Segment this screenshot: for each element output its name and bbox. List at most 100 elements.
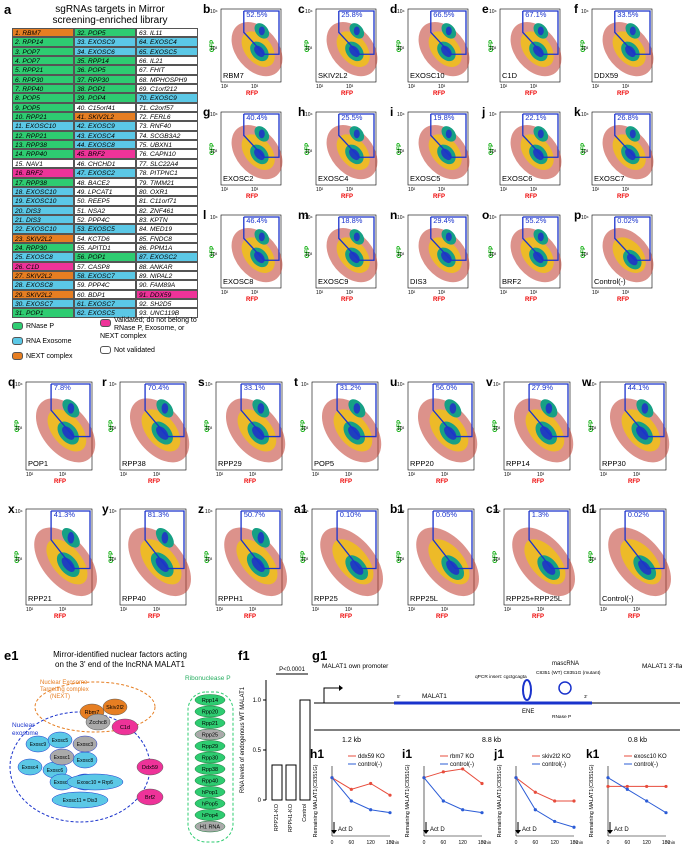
panel-letter-d: d <box>390 2 398 16</box>
gate-percent: 33.1% <box>243 383 265 392</box>
tick: 10³ <box>438 187 446 193</box>
svg-text:MALAT1: MALAT1 <box>422 693 447 700</box>
table-cell: 9. POP5 <box>12 102 74 113</box>
table-cell: 86. PPM1A <box>136 242 198 253</box>
tick: 10⁴ <box>305 215 313 221</box>
tick: 10³ <box>251 84 259 90</box>
gate-percent: 18.8% <box>341 216 363 225</box>
legend-text: Validated; do not belong to RNase P, Exo… <box>100 317 197 340</box>
tick: 10⁴ <box>589 382 597 388</box>
tick: 10⁴ <box>489 9 497 15</box>
tick: 10³ <box>153 607 161 613</box>
svg-text:min: min <box>576 840 584 845</box>
legend-text: RNA Exosome <box>26 337 72 345</box>
gate-percent: 56.0% <box>435 383 457 392</box>
panel-letter-m: m <box>298 208 309 222</box>
flow-panel-v: v 27.9% RPP14 GFP RFP 10⁴ 10³ 10² 10³ <box>486 375 576 488</box>
rfp-axis-label: RFP <box>246 194 258 200</box>
svg-text:Rbm7: Rbm7 <box>85 710 100 716</box>
gate-percent: 41.3% <box>53 510 75 519</box>
gate-percent: 50.7% <box>243 510 265 519</box>
tick: 10² <box>500 187 508 193</box>
svg-text:Exosc10 = Rrp6: Exosc10 = Rrp6 <box>77 780 113 786</box>
gate-percent: 67.1% <box>525 10 547 19</box>
rfp-axis-label: RFP <box>525 194 537 200</box>
table-cell: 50. REEP5 <box>74 196 136 206</box>
svg-text:Ribonuclease P: Ribonuclease P <box>185 675 231 682</box>
svg-text:MALAT1 3'-flanking sequence: MALAT1 3'-flanking sequence <box>642 663 682 670</box>
table-cell: 35. RPP14 <box>74 56 136 66</box>
tick: 10³ <box>249 607 257 613</box>
table-cell: 57. CASP8 <box>74 261 136 271</box>
table-cell: 91. DDX59 <box>136 289 198 299</box>
gate-percent: 25.5% <box>341 113 363 122</box>
svg-text:Exosc6: Exosc6 <box>47 768 64 774</box>
table-cell: 8. POP5 <box>12 93 74 103</box>
rfp-axis-label: RFP <box>433 194 445 200</box>
tick: 10³ <box>109 557 117 563</box>
tick: 10² <box>221 84 229 90</box>
gate-percent: 31.2% <box>339 383 361 392</box>
sample-name: Control(-) <box>602 594 634 603</box>
svg-text:control(-): control(-) <box>358 762 382 768</box>
panel-letter-x: x <box>8 502 15 516</box>
panel-letter-i: i <box>390 105 394 119</box>
sample-name: C1D <box>502 71 518 80</box>
legend-exosome: RNA Exosome <box>12 337 72 345</box>
table-cell: 67. FHIT <box>136 65 198 75</box>
sample-name: SKIV2L2 <box>318 71 348 80</box>
svg-text:60: 60 <box>533 840 539 846</box>
panel-letter-p: p <box>574 208 582 222</box>
table-cell: 23. SKIV2L2 <box>12 233 74 243</box>
legend-text: NEXT complex <box>26 352 73 360</box>
tick: 10³ <box>305 45 313 52</box>
table-cell: 11. EXOSC10 <box>12 121 74 131</box>
bar <box>285 764 297 801</box>
bar <box>271 764 283 801</box>
flow-panel-b1: b1 0.05% RPP25L GFP RFP 10⁴ 10³ 10² 10³ <box>390 502 480 623</box>
panel-letter-w: w <box>582 375 592 389</box>
tick: 10³ <box>438 84 446 90</box>
tick: 10³ <box>153 472 161 478</box>
malat1-construct-diagram: MALAT1 own promoter 5' MALAT1 ENE qPCR inser… <box>314 661 682 744</box>
svg-text:RNA levels of endogenous WT MA: RNA levels of endogenous WT MALAT1 <box>240 686 246 793</box>
table-cell: 69. C1orf212 <box>136 84 198 94</box>
panel-letter-v: v <box>486 375 493 389</box>
tick: 10³ <box>397 45 405 52</box>
tick: 10⁴ <box>581 215 589 221</box>
tick: 10³ <box>537 607 545 613</box>
sample-name: EXOSC7 <box>594 174 625 183</box>
panel-letter-f1: f1 <box>238 648 250 663</box>
legend-text: Not validated <box>114 346 155 354</box>
flow-panel-i: i 19.8% EXOSC5 GFP RFP 10⁴ 10³ 10² 10³ <box>390 105 474 203</box>
table-cell: 2. RPP14 <box>12 37 74 47</box>
sample-name: RPP30 <box>602 459 626 468</box>
panel-letter-r: r <box>102 375 107 389</box>
svg-text:1.2 kb: 1.2 kb <box>342 737 361 744</box>
bar-chart-f1: 0 0.5 1.0 RNA levels of endogenous WT MALAT… <box>240 667 311 832</box>
table-cell: 74. SCGB3A2 <box>136 130 198 141</box>
tick: 10² <box>408 84 416 90</box>
flow-panel-c: c 25.8% SKIV2L2 GFP RFP 10⁴ 10³ 10² 10³ <box>298 2 382 100</box>
flow-panel-e: e 67.1% C1D GFP RFP 10⁴ 10³ 10² 10³ <box>482 2 566 100</box>
tick: 10³ <box>397 148 405 155</box>
panel-letter-a1: a1 <box>294 502 308 516</box>
panel-a-title: sgRNAs targets in Mirror screening-enric… <box>40 4 180 26</box>
table-cell: 42. EXOSC9 <box>74 121 136 131</box>
table-cell: 82. ZNF461 <box>136 205 198 215</box>
flow-panel-p: p 0.02% Control(-) GFP RFP 10⁴ 10³ 10² 10³ <box>574 208 658 306</box>
tick: 10³ <box>537 472 545 478</box>
table-cell: 25. EXOSC8 <box>12 252 74 262</box>
tick: 10³ <box>397 426 405 432</box>
flow-panel-o: o 55.2% BRF2 GFP RFP 10⁴ 10³ 10² 10³ <box>482 208 566 306</box>
tick: 10⁴ <box>205 382 213 388</box>
svg-text:Skiv2l2: Skiv2l2 <box>106 705 124 711</box>
svg-text:hPop5: hPop5 <box>202 802 218 808</box>
tick: 10³ <box>305 251 313 258</box>
table-cell: 4. POP7 <box>12 56 74 66</box>
panel-letter-b1: b1 <box>390 502 405 516</box>
gate-percent: 29.4% <box>433 216 455 225</box>
table-cell: 66. IL21 <box>136 56 198 66</box>
table-cell: 90. FAM89A <box>136 280 198 290</box>
